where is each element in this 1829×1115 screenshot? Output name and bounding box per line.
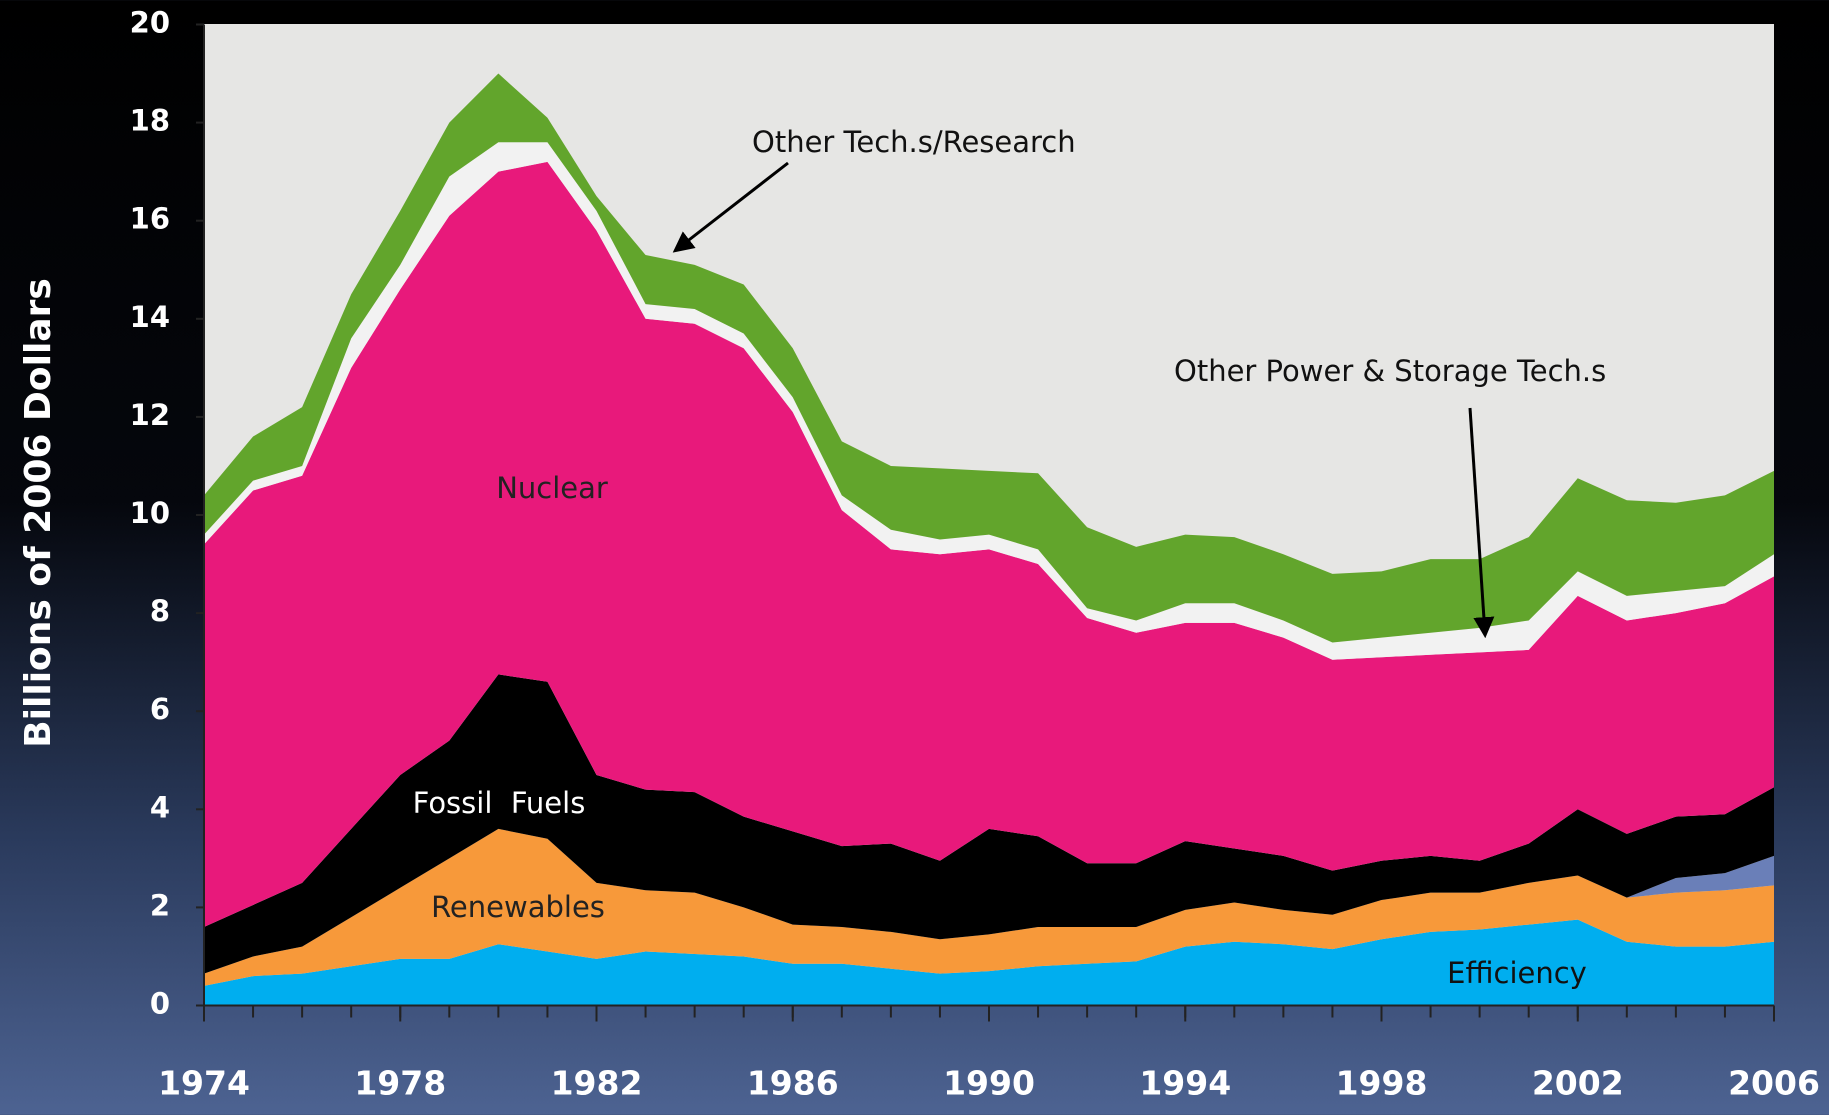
area (204, 919, 1774, 1006)
x-tick-label: 1986 (747, 1064, 839, 1103)
series-label: Renewables (431, 890, 605, 924)
series-label: Other Power & Storage Tech.s (1174, 354, 1606, 388)
y-tick-label: 2 (150, 888, 170, 922)
x-tick-label: 2006 (1728, 1064, 1820, 1103)
x-tick-label: 1994 (1139, 1064, 1231, 1103)
x-tick-label: 2002 (1532, 1064, 1624, 1103)
y-tick-label: 14 (130, 300, 170, 334)
y-tick-label: 20 (130, 6, 170, 40)
y-tick-label: 6 (150, 692, 170, 726)
y-tick-label: 0 (150, 987, 170, 1021)
y-tick-label: 18 (130, 104, 170, 138)
area (204, 674, 1774, 974)
annotation-arrow (672, 161, 789, 253)
series-label: Fossil Fuels (413, 786, 586, 820)
x-tick-label: 1974 (158, 1064, 250, 1103)
y-axis-label: Billions of 2006 Dollars (18, 278, 59, 748)
x-tick-label: 1990 (943, 1064, 1035, 1103)
y-tick-label: 12 (130, 398, 170, 432)
series-label: Efficiency (1447, 956, 1587, 990)
x-tick-label: 1982 (551, 1064, 643, 1103)
area (204, 161, 1774, 928)
y-tick-label: 8 (150, 594, 170, 628)
y-tick-label: 4 (150, 790, 170, 824)
x-tick-label: 1998 (1336, 1064, 1428, 1103)
x-tick-label: 1978 (354, 1064, 446, 1103)
y-tick-label: 16 (130, 202, 170, 236)
series-label: Nuclear (496, 471, 608, 505)
area (204, 73, 1774, 643)
area (204, 142, 1774, 660)
area (204, 828, 1774, 986)
annotation-arrow (1468, 407, 1495, 639)
y-tick-label: 10 (130, 496, 170, 530)
series-label: Other Tech.s/Research (752, 125, 1076, 159)
